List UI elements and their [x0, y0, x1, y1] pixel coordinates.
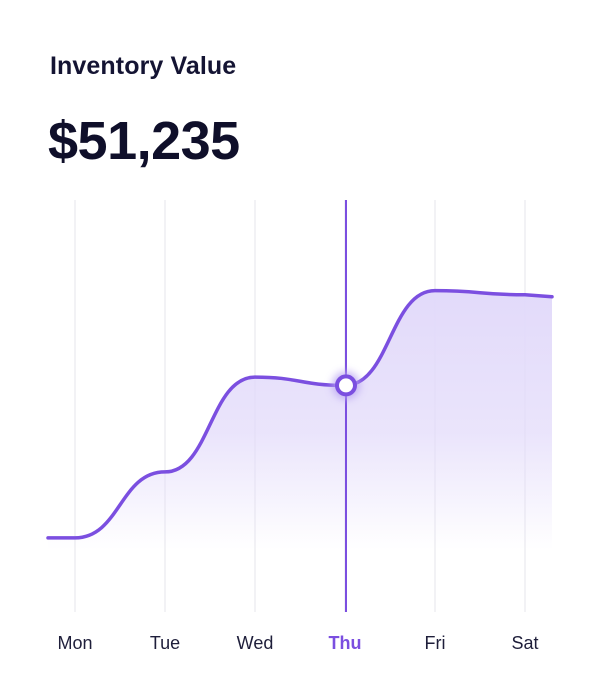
- card-title: Inventory Value: [50, 52, 237, 80]
- highlight-point[interactable]: [335, 374, 357, 397]
- series-line: [46, 288, 554, 540]
- x-tick-label-mon[interactable]: Mon: [57, 633, 92, 653]
- x-tick-label-tue[interactable]: Tue: [150, 633, 180, 653]
- highlight-layer: [332, 200, 360, 612]
- area-fill: [48, 290, 552, 550]
- line-layer: [46, 288, 554, 540]
- inventory-value: $51,235: [48, 111, 240, 171]
- x-tick-label-thu[interactable]: Thu: [329, 633, 362, 653]
- area-layer: [48, 290, 552, 550]
- x-tick-label-fri[interactable]: Fri: [425, 633, 446, 653]
- x-tick-label-sat[interactable]: Sat: [511, 633, 538, 653]
- x-axis-labels: Mon Tue Wed Thu Fri Sat: [57, 633, 538, 653]
- x-tick-label-wed[interactable]: Wed: [237, 633, 274, 653]
